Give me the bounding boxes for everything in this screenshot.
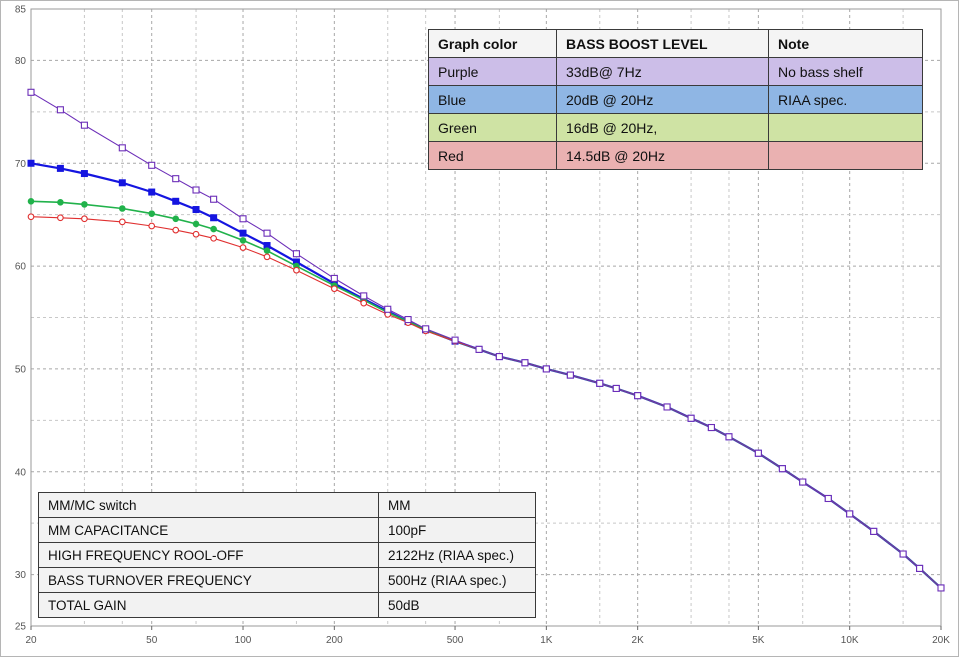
- legend-cell-color: Blue: [428, 85, 557, 114]
- svg-text:10K: 10K: [841, 635, 859, 646]
- svg-text:500: 500: [447, 635, 464, 646]
- legend-cell-boost: 16dB @ 20Hz,: [556, 113, 769, 142]
- svg-text:50: 50: [15, 364, 27, 375]
- settings-label: TOTAL GAIN: [38, 592, 379, 618]
- legend-cell-color: Purple: [428, 57, 557, 86]
- legend-cell-boost: 14.5dB @ 20Hz: [556, 141, 769, 170]
- settings-row: TOTAL GAIN 50dB: [38, 592, 536, 618]
- settings-value: 50dB: [378, 592, 536, 618]
- legend-header-graph-color: Graph color: [428, 29, 557, 58]
- legend-header-bass-boost-level: BASS BOOST LEVEL: [556, 29, 769, 58]
- legend-row-green: Green 16dB @ 20Hz,: [428, 113, 923, 142]
- settings-value: 100pF: [378, 517, 536, 543]
- svg-text:60: 60: [15, 262, 27, 273]
- legend-row-blue: Blue 20dB @ 20Hz RIAA spec.: [428, 85, 923, 114]
- legend-header-row: Graph color BASS BOOST LEVEL Note: [428, 29, 923, 58]
- settings-value: MM: [378, 492, 536, 518]
- svg-text:20: 20: [25, 635, 37, 646]
- legend-cell-color: Green: [428, 113, 557, 142]
- svg-text:200: 200: [326, 635, 343, 646]
- settings-label: MM/MC switch: [38, 492, 379, 518]
- legend-cell-note: RIAA spec.: [768, 85, 923, 114]
- svg-text:100: 100: [235, 635, 252, 646]
- settings-value: 2122Hz (RIAA spec.): [378, 542, 536, 568]
- legend-cell-note: [768, 113, 923, 142]
- svg-text:70: 70: [15, 159, 27, 170]
- plot-border: [30, 8, 942, 627]
- settings-row: MM CAPACITANCE 100pF: [38, 517, 536, 543]
- legend-cell-boost: 33dB@ 7Hz: [556, 57, 769, 86]
- legend-row-red: Red 14.5dB @ 20Hz: [428, 141, 923, 170]
- svg-text:50: 50: [146, 635, 158, 646]
- settings-row: HIGH FREQUENCY ROOL-OFF 2122Hz (RIAA spe…: [38, 542, 536, 568]
- svg-text:25: 25: [15, 622, 27, 633]
- x-axis-tick-labels: 20 50 100 200 500 1K 2K 5K 10K 20K: [25, 626, 950, 646]
- settings-label: MM CAPACITANCE: [38, 517, 379, 543]
- phono-settings-table: MM/MC switch MM MM CAPACITANCE 100pF HIG…: [38, 492, 536, 618]
- legend-row-purple: Purple 33dB@ 7Hz No bass shelf: [428, 57, 923, 86]
- settings-row: MM/MC switch MM: [38, 492, 536, 518]
- svg-text:5K: 5K: [752, 635, 765, 646]
- svg-text:80: 80: [15, 56, 27, 67]
- settings-label: HIGH FREQUENCY ROOL-OFF: [38, 542, 379, 568]
- settings-label: BASS TURNOVER FREQUENCY: [38, 567, 379, 593]
- svg-text:40: 40: [15, 467, 27, 478]
- svg-text:30: 30: [15, 570, 27, 581]
- legend-cell-color: Red: [428, 141, 557, 170]
- legend-header-note: Note: [768, 29, 923, 58]
- svg-text:2K: 2K: [632, 635, 645, 646]
- bass-boost-legend-table: Graph color BASS BOOST LEVEL Note Purple…: [428, 29, 923, 170]
- settings-value: 500Hz (RIAA spec.): [378, 567, 536, 593]
- series-purple: [27, 88, 945, 592]
- legend-cell-note: [768, 141, 923, 170]
- legend-cell-boost: 20dB @ 20Hz: [556, 85, 769, 114]
- y-axis-tick-labels: 85 80 70 60 50 40 30 25: [15, 5, 27, 633]
- svg-text:1K: 1K: [540, 635, 553, 646]
- legend-cell-note: No bass shelf: [768, 57, 923, 86]
- svg-text:20K: 20K: [932, 635, 950, 646]
- svg-text:85: 85: [15, 5, 27, 16]
- settings-row: BASS TURNOVER FREQUENCY 500Hz (RIAA spec…: [38, 567, 536, 593]
